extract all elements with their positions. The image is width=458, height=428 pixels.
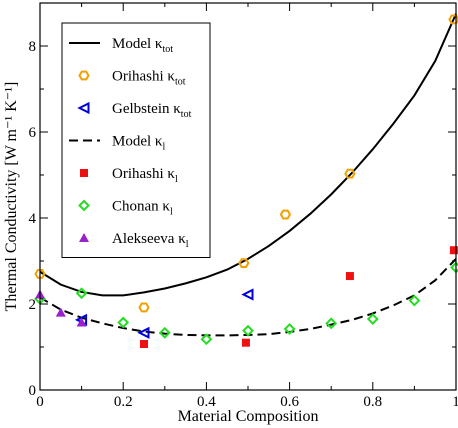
chonan-l-point <box>325 317 338 330</box>
x-axis-label: Material Composition <box>178 408 319 425</box>
chonan-l-point <box>408 294 421 307</box>
y-tick-label: 8 <box>29 39 37 55</box>
legend-label-chonan-l: Chonan κl <box>112 199 173 218</box>
orihashi-tot-point <box>279 209 292 220</box>
chonan-l-point <box>283 323 296 335</box>
chonan-l-point <box>158 326 171 339</box>
y-tick-label: 0 <box>29 383 37 399</box>
chonan-l-point <box>75 287 88 300</box>
y-tick-label: 2 <box>29 297 37 313</box>
orihashi-tot-point <box>34 269 46 279</box>
orihashi-l-point <box>345 272 354 281</box>
legend-marker-orihashi-tot <box>78 70 90 81</box>
axis-ticks: 0 0.2 0.4 0.6 0.8 1 0 2 4 6 8 <box>29 3 458 410</box>
gelbstein-tot-point <box>137 326 150 339</box>
legend-label-alekseeva-l: Alekseeva κl <box>112 231 189 250</box>
x-tick-label: 0.4 <box>197 394 216 410</box>
orihashi-l-point <box>449 246 458 255</box>
orihashi-tot-point <box>138 302 150 313</box>
chonan-l-point <box>242 324 254 337</box>
legend-label-orihashi-l: Orihashi κl <box>112 166 178 185</box>
y-tick-label: 4 <box>29 211 37 227</box>
orihashi-tot-point <box>238 258 250 269</box>
legend-marker-alekseeva-l <box>79 233 89 242</box>
x-tick-label: 0.8 <box>363 394 382 410</box>
y-tick-label: 6 <box>29 125 37 141</box>
orihashi-l-point <box>241 338 250 347</box>
orihashi-tot-point <box>344 168 356 179</box>
alekseeva-l-point <box>76 317 87 327</box>
chonan-l-point <box>117 316 130 329</box>
legend-marker-orihashi-l <box>80 169 88 177</box>
legend: Model κtot Orihashi κtot Gelbstein κtot Mod… <box>61 22 211 258</box>
legend-marker-gelbstein-tot <box>77 101 90 115</box>
x-tick-label: 0.6 <box>280 394 299 410</box>
legend-marker-chonan-l <box>78 199 90 212</box>
alekseeva-l-point <box>55 307 66 317</box>
model-tot-line <box>39 13 457 297</box>
legend-label-model-l: Model κl <box>112 134 165 153</box>
legend-label-orihashi-tot: Orihashi κtot <box>112 69 186 88</box>
gelbstein-tot-point <box>241 288 254 301</box>
legend-label-gelbstein-tot: Gelbstein κtot <box>112 101 192 120</box>
y-axis-label: Thermal Conductivity [W m⁻¹ K⁻¹] <box>3 82 20 312</box>
x-tick-label: 1 <box>452 394 458 410</box>
x-tick-label: 0.2 <box>114 394 133 410</box>
chonan-l-point <box>200 333 213 346</box>
plot-content <box>34 13 458 348</box>
orihashi-l-point <box>140 339 148 348</box>
legend-label-model-tot: Model κtot <box>112 36 173 55</box>
chonan-l-point <box>366 313 379 325</box>
x-tick-label: 0 <box>36 394 44 410</box>
